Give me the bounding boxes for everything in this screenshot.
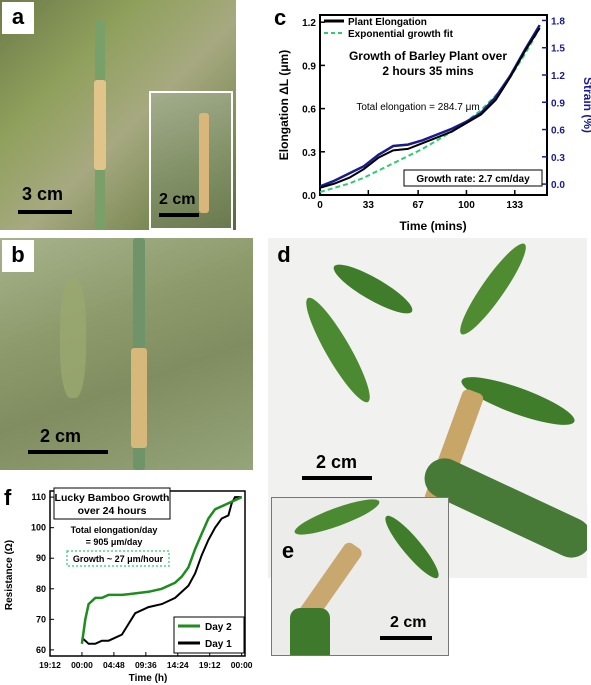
- chart-title-line-2: over 24 hours: [78, 505, 147, 517]
- panel-label-a: a: [2, 2, 34, 34]
- y2-tick-label: 0.6: [551, 126, 565, 137]
- legend-label-day-1: Day 1: [205, 639, 232, 650]
- photo-panel-b: b 2 cm: [0, 238, 253, 470]
- y-tick-label: 0.6: [302, 105, 316, 116]
- series-line-day-2: [80, 495, 243, 644]
- series-line-strain: [319, 24, 541, 188]
- y2-tick-label: 0.9: [551, 98, 565, 109]
- x-tick-label: 09:36: [135, 660, 157, 670]
- panel-label-c: c: [274, 5, 286, 30]
- bamboo-leaf: [452, 238, 534, 341]
- x-tick-label: 19:12: [199, 660, 221, 670]
- photo-panel-a: 2 cm a 3 cm: [0, 0, 236, 230]
- wheat-ear: [60, 278, 86, 398]
- panel-label-b: b: [2, 240, 34, 272]
- y-axis-label: Resistance (Ω): [4, 540, 15, 610]
- legend-label-day-2: Day 2: [205, 622, 232, 633]
- x-tick-label: 14:24: [167, 660, 189, 670]
- x-tick-label: 133: [506, 200, 523, 211]
- y-tick-label: 0.0: [302, 191, 316, 202]
- y2-tick-label: 0.3: [551, 153, 565, 164]
- x-tick-label: 100: [458, 200, 475, 211]
- annotation-total-elongation: Total elongation = 284.7 μm: [356, 102, 479, 113]
- x-tick-label: 33: [363, 200, 375, 211]
- y-axis-label: Elongation ΔL (μm): [277, 50, 291, 160]
- photo-panel-e: e 2 cm: [271, 497, 449, 656]
- scale-bar-a: [18, 210, 72, 214]
- chart-panel-c: c 0 33 67 100 133 0.0 0.3 0.6 0.9 1.2 0.0 0.3 0.6 0.9…: [268, 0, 591, 236]
- y2-tick-label: 1.8: [551, 16, 565, 27]
- legend-box: [173, 616, 245, 654]
- panel-label-f: f: [4, 485, 12, 510]
- x-tick-label: 00:00: [71, 660, 93, 670]
- inset-scale-label: 2 cm: [159, 191, 196, 208]
- bamboo-leaf: [328, 256, 418, 322]
- y-tick-label: 90: [36, 553, 46, 563]
- y-tick-label: 70: [36, 614, 46, 624]
- y-tick-label: 1.2: [302, 18, 316, 29]
- barley-growth-chart: c 0 33 67 100 133 0.0 0.3 0.6 0.9 1.2 0.0 0.3 0.6 0.9…: [268, 0, 591, 233]
- chart-panel-f: f 19:12 00:00 04:48 09:36 14:24 19:12 00:00 60 7…: [0, 483, 262, 685]
- inset-sensor-strip: [199, 113, 209, 213]
- chart-title-line-1: Growth of Barley Plant over: [349, 49, 507, 63]
- y-tick-label: 80: [36, 584, 46, 594]
- inset-scale-bar: [159, 213, 199, 217]
- x-tick-label: 67: [413, 200, 425, 211]
- scale-bar-b: [28, 450, 108, 454]
- y-tick-label: 0.3: [302, 148, 316, 159]
- y2-tick-label: 1.5: [551, 44, 565, 55]
- bamboo-growth-chart: f 19:12 00:00 04:48 09:36 14:24 19:12 00:00 60 7…: [0, 483, 253, 684]
- annotation-box-growth: [66, 550, 170, 567]
- annotation-total-elongation: Total elongation/day: [71, 525, 158, 535]
- annotation-per-day: = 905 μm/day: [86, 537, 143, 547]
- series-line-plant-elongation: [319, 27, 541, 189]
- y2-tick-label: 1.2: [551, 71, 565, 82]
- title-box: [53, 487, 171, 520]
- legend-label-fit: Exponential growth fit: [348, 29, 454, 40]
- y-tick-label: 100: [31, 523, 46, 533]
- series-line-exponential-fit: [319, 27, 541, 194]
- y-tick-label: 60: [36, 645, 46, 655]
- x-tick-label: 19:12: [39, 660, 61, 670]
- chart-title-line-2: 2 hours 35 mins: [382, 64, 474, 78]
- inset-photo: 2 cm: [149, 91, 233, 230]
- y-tick-label: 0.9: [302, 61, 316, 72]
- x-axis-label: Time (h): [129, 673, 168, 684]
- y2-axis-label: Strain (%): [581, 77, 591, 133]
- sensor-strip: [131, 348, 147, 448]
- chart-title-line-1: Lucky Bamboo Growth: [55, 492, 170, 504]
- annotation-growth: Growth ~ 27 μm/hour: [73, 554, 164, 564]
- scale-label-e: 2 cm: [390, 614, 427, 631]
- x-tick-label: 00:00: [231, 660, 253, 670]
- annotation-growth-rate: Growth rate: 2.7 cm/day: [416, 174, 530, 185]
- sensor-strip: [94, 80, 106, 170]
- panel-label-e: e: [281, 538, 295, 563]
- scale-label-b: 2 cm: [40, 426, 82, 446]
- plot-frame: [319, 14, 548, 196]
- scale-label-a: 3 cm: [22, 184, 64, 204]
- scale-bar-e: [380, 636, 432, 640]
- y2-tick-label: 0.0: [551, 180, 565, 191]
- x-axis-label: Time (mins): [399, 219, 466, 233]
- bamboo-stalk: [290, 608, 330, 655]
- annotation-box-growth-rate: [403, 169, 543, 187]
- x-tick-label: 0: [317, 200, 323, 211]
- legend-label-elongation: Plant Elongation: [348, 17, 427, 28]
- series-line-day-1: [81, 496, 242, 645]
- bamboo-leaf: [291, 498, 383, 541]
- scale-label-d: 2 cm: [316, 452, 358, 472]
- scale-bar-d: [302, 476, 372, 480]
- y-tick-label: 110: [31, 492, 46, 502]
- bamboo-leaf: [297, 292, 379, 408]
- bamboo-leaf: [379, 510, 445, 584]
- x-tick-label: 04:48: [103, 660, 125, 670]
- panel-label-d: d: [277, 242, 291, 267]
